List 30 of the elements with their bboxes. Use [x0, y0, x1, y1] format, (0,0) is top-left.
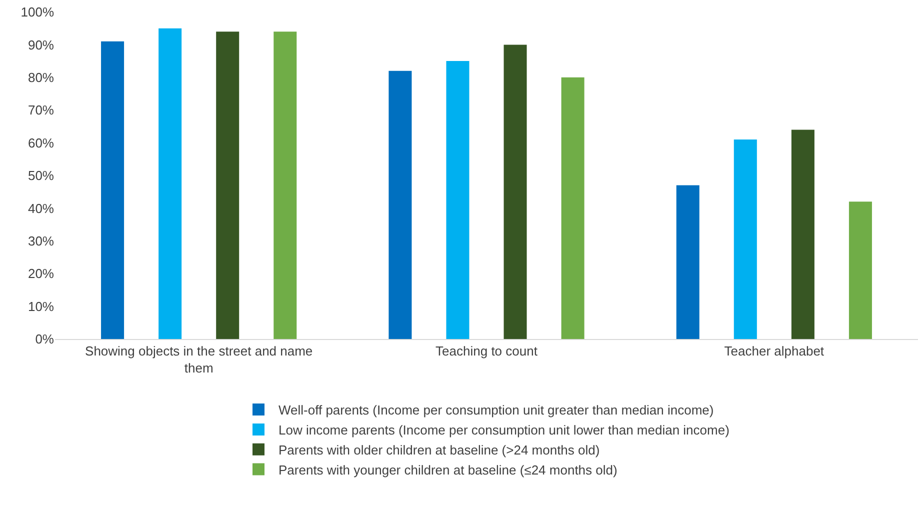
bar	[101, 41, 124, 339]
bar	[791, 130, 814, 339]
y-tick-label: 100%	[20, 4, 54, 20]
y-tick-label: 40%	[28, 200, 54, 216]
x-tick-label: Showing objects in the street and name them	[85, 344, 313, 376]
bar	[734, 140, 757, 339]
y-tick-label: 10%	[28, 298, 54, 314]
x-tick-label: Teacher alphabet	[724, 344, 824, 359]
y-tick-label: 80%	[28, 70, 54, 85]
y-tick-label: 30%	[28, 233, 54, 248]
x-tick-label: Teaching to count	[436, 344, 538, 359]
legend-label: Parents with older children at baseline (>24 months old)	[278, 442, 600, 458]
bar	[504, 44, 527, 339]
bar	[158, 28, 182, 339]
y-tick-label: 50%	[28, 168, 54, 184]
y-tick-label: 20%	[28, 266, 54, 282]
legend-label: Low income parents (Income per consumption unit lower than median income)	[278, 422, 730, 438]
y-tick-label: 90%	[28, 37, 54, 52]
legend-label: Well-off parents (Income per consumption unit greater than median income)	[278, 402, 714, 418]
y-tick-label: 0%	[35, 332, 54, 347]
bar	[216, 32, 240, 339]
y-tick-label: 70%	[28, 102, 54, 118]
bar	[388, 70, 412, 339]
legend-label: Parents with younger children at baseline (≤24 months old)	[278, 462, 618, 478]
bar	[848, 202, 872, 339]
bar	[446, 61, 470, 339]
bar	[676, 185, 700, 339]
bar	[561, 77, 584, 339]
bar	[274, 32, 297, 339]
y-tick-label: 60%	[28, 135, 54, 150]
